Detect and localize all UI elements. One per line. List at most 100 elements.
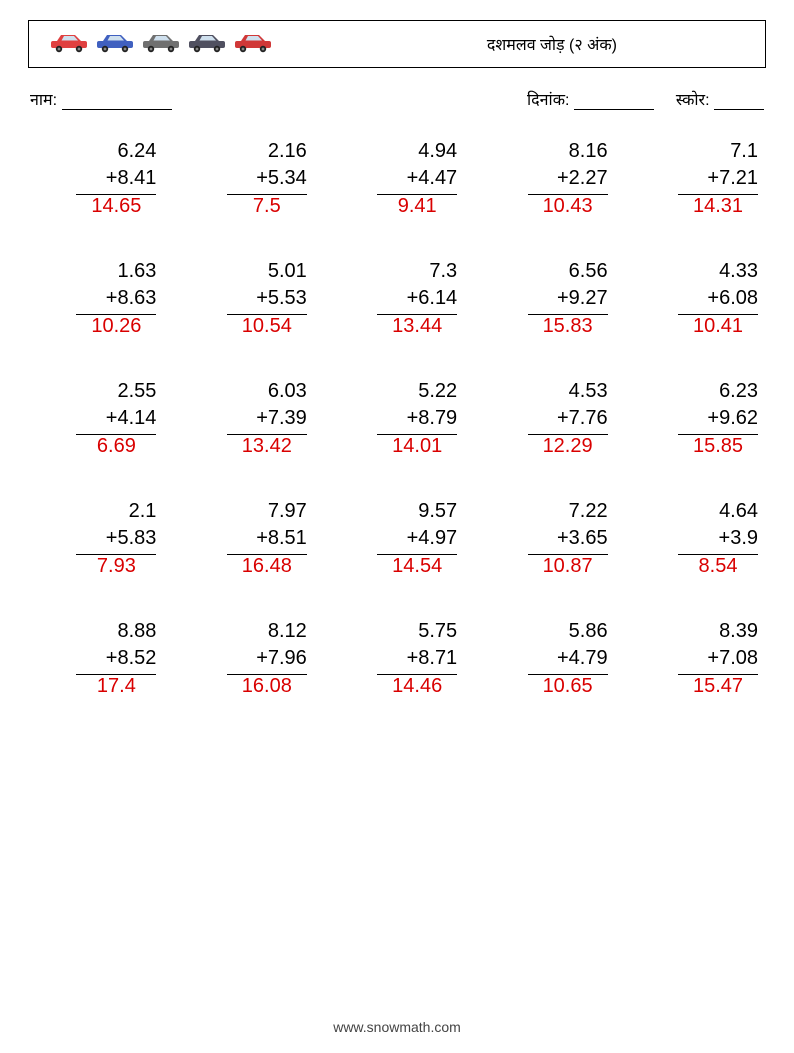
answer: 10.41 xyxy=(678,315,758,338)
problem: 9.57+4.9714.54 xyxy=(337,498,457,578)
answer: 10.43 xyxy=(528,195,608,218)
date-label: दिनांक: xyxy=(527,92,569,109)
problem-body: 8.88+8.52 xyxy=(76,618,156,675)
operand-b: +8.41 xyxy=(76,165,156,195)
answer: 10.54 xyxy=(227,315,307,338)
car-icons-row xyxy=(47,31,275,58)
answer: 14.01 xyxy=(377,435,457,458)
problem-body: 7.1+7.21 xyxy=(678,138,758,195)
problem: 4.33+6.0810.41 xyxy=(638,258,758,338)
answer: 16.48 xyxy=(227,555,307,578)
answer: 13.42 xyxy=(227,435,307,458)
problem: 8.16+2.2710.43 xyxy=(487,138,607,218)
worksheet-page: दशमलव जोड़ (२ अंक) नाम: दिनांक: स्कोर: 6… xyxy=(0,0,794,1053)
problem: 1.63+8.6310.26 xyxy=(36,258,156,338)
answer: 15.85 xyxy=(678,435,758,458)
operand-b: +8.63 xyxy=(76,285,156,315)
operand-a: 5.22 xyxy=(377,378,457,405)
problem: 5.22+8.7914.01 xyxy=(337,378,457,458)
operand-a: 7.97 xyxy=(227,498,307,525)
answer: 9.41 xyxy=(377,195,457,218)
operand-b: +8.52 xyxy=(76,645,156,675)
problem-body: 9.57+4.97 xyxy=(377,498,457,555)
score-label: स्कोर: xyxy=(676,92,710,109)
answer: 14.54 xyxy=(377,555,457,578)
operand-a: 7.1 xyxy=(678,138,758,165)
problem: 2.1+5.837.93 xyxy=(36,498,156,578)
car-icon xyxy=(47,31,91,58)
answer: 10.26 xyxy=(76,315,156,338)
operand-a: 5.01 xyxy=(227,258,307,285)
name-label: नाम: xyxy=(30,92,57,109)
operand-b: +3.9 xyxy=(678,525,758,555)
problems-grid: 6.24+8.4114.65 2.16+5.347.5 4.94+4.479.41 8… xyxy=(28,138,766,698)
answer: 13.44 xyxy=(377,315,457,338)
operand-a: 2.16 xyxy=(227,138,307,165)
operand-b: +8.79 xyxy=(377,405,457,435)
answer: 15.47 xyxy=(678,675,758,698)
operand-a: 6.23 xyxy=(678,378,758,405)
worksheet-title: दशमलव जोड़ (२ अंक) xyxy=(487,33,617,55)
operand-b: +9.62 xyxy=(678,405,758,435)
meta-row: नाम: दिनांक: स्कोर: xyxy=(28,88,766,110)
car-icon xyxy=(139,31,183,58)
answer: 16.08 xyxy=(227,675,307,698)
problem: 2.16+5.347.5 xyxy=(186,138,306,218)
operand-a: 6.56 xyxy=(528,258,608,285)
operand-a: 7.22 xyxy=(528,498,608,525)
operand-b: +5.34 xyxy=(227,165,307,195)
problem-body: 5.01+5.53 xyxy=(227,258,307,315)
operand-a: 9.57 xyxy=(377,498,457,525)
operand-b: +7.39 xyxy=(227,405,307,435)
answer: 6.69 xyxy=(76,435,156,458)
operand-b: +4.79 xyxy=(528,645,608,675)
answer: 15.83 xyxy=(528,315,608,338)
operand-b: +7.08 xyxy=(678,645,758,675)
operand-b: +2.27 xyxy=(528,165,608,195)
operand-a: 2.55 xyxy=(76,378,156,405)
problem: 5.86+4.7910.65 xyxy=(487,618,607,698)
problem-body: 7.3+6.14 xyxy=(377,258,457,315)
date-field: दिनांक: xyxy=(527,88,654,110)
operand-b: +8.51 xyxy=(227,525,307,555)
problem-body: 6.23+9.62 xyxy=(678,378,758,435)
operand-b: +9.27 xyxy=(528,285,608,315)
operand-a: 4.94 xyxy=(377,138,457,165)
problem: 7.22+3.6510.87 xyxy=(487,498,607,578)
problem: 6.56+9.2715.83 xyxy=(487,258,607,338)
footer: www.snowmath.com xyxy=(0,1019,794,1035)
operand-a: 8.12 xyxy=(227,618,307,645)
problem-body: 7.97+8.51 xyxy=(227,498,307,555)
problem: 2.55+4.146.69 xyxy=(36,378,156,458)
problem: 4.94+4.479.41 xyxy=(337,138,457,218)
meta-right: दिनांक: स्कोर: xyxy=(527,88,764,110)
answer: 7.5 xyxy=(227,195,307,218)
operand-b: +6.08 xyxy=(678,285,758,315)
operand-a: 4.33 xyxy=(678,258,758,285)
operand-a: 1.63 xyxy=(76,258,156,285)
operand-b: +4.47 xyxy=(377,165,457,195)
problem-body: 6.56+9.27 xyxy=(528,258,608,315)
operand-a: 8.88 xyxy=(76,618,156,645)
operand-a: 8.16 xyxy=(528,138,608,165)
answer: 8.54 xyxy=(678,555,758,578)
problem-body: 8.16+2.27 xyxy=(528,138,608,195)
problem: 6.24+8.4114.65 xyxy=(36,138,156,218)
answer: 12.29 xyxy=(528,435,608,458)
operand-a: 4.64 xyxy=(678,498,758,525)
problem-body: 8.12+7.96 xyxy=(227,618,307,675)
answer: 7.93 xyxy=(76,555,156,578)
problem-body: 4.64+3.9 xyxy=(678,498,758,555)
answer: 10.87 xyxy=(528,555,608,578)
problem-body: 4.53+7.76 xyxy=(528,378,608,435)
problem: 5.01+5.5310.54 xyxy=(186,258,306,338)
operand-a: 8.39 xyxy=(678,618,758,645)
operand-a: 2.1 xyxy=(76,498,156,525)
operand-b: +7.21 xyxy=(678,165,758,195)
score-blank xyxy=(714,95,764,110)
car-icon xyxy=(185,31,229,58)
name-blank xyxy=(62,95,172,110)
operand-b: +6.14 xyxy=(377,285,457,315)
answer: 14.46 xyxy=(377,675,457,698)
operand-b: +7.76 xyxy=(528,405,608,435)
